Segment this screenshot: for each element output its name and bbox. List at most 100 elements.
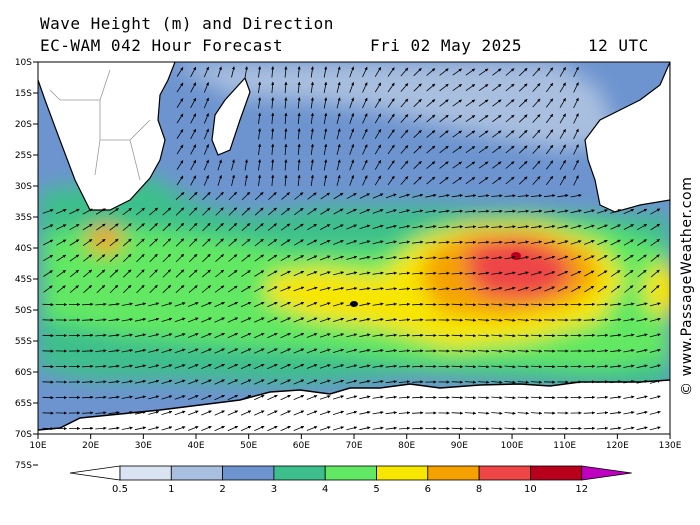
direction-arrow: [161, 379, 173, 384]
direction-arrow: [398, 224, 411, 229]
direction-arrow: [570, 255, 582, 261]
direction-arrow: [319, 395, 331, 400]
direction-arrow: [82, 349, 94, 353]
direction-arrow: [148, 333, 160, 338]
direction-arrow: [56, 285, 66, 293]
direction-arrow: [306, 239, 318, 246]
direction-arrow: [624, 285, 634, 293]
direction-arrow: [491, 209, 503, 213]
direction-arrow: [610, 380, 622, 384]
direction-arrow: [385, 255, 397, 260]
direction-arrow: [532, 114, 541, 123]
direction-arrow: [573, 82, 579, 93]
direction-arrow: [240, 425, 252, 432]
direction-arrow: [268, 192, 277, 200]
direction-arrow: [532, 67, 541, 77]
lon-label: 30E: [135, 441, 152, 451]
direction-arrow: [478, 161, 489, 169]
legend-swatch-low: [69, 465, 121, 481]
direction-arrow: [557, 194, 569, 198]
direction-arrow: [517, 396, 530, 400]
direction-arrow: [452, 83, 462, 92]
direction-arrow: [310, 128, 314, 140]
direction-arrow: [465, 161, 476, 169]
credit-watermark: © www.PassageWeather.com: [679, 176, 695, 396]
direction-arrow: [161, 410, 173, 415]
direction-arrow: [451, 318, 464, 322]
direction-arrow: [122, 223, 132, 231]
lat-label: 25S: [15, 151, 32, 161]
direction-arrow: [319, 317, 331, 323]
direction-arrow: [217, 66, 222, 78]
direction-arrow: [228, 207, 237, 216]
direction-arrow: [346, 255, 358, 260]
direction-arrow: [257, 159, 262, 171]
direction-arrow: [413, 145, 422, 154]
direction-arrow: [464, 365, 477, 369]
direction-arrow: [570, 240, 582, 245]
direction-arrow: [122, 238, 132, 247]
direction-arrow: [464, 380, 477, 384]
direction-arrow: [294, 207, 304, 216]
direction-arrow: [271, 159, 275, 171]
direction-arrow: [267, 207, 277, 216]
direction-arrow: [478, 130, 489, 138]
direction-arrow: [240, 363, 252, 370]
direction-arrow: [518, 176, 528, 185]
direction-arrow: [385, 318, 398, 322]
direction-arrow: [584, 255, 595, 261]
direction-arrow: [231, 66, 235, 78]
direction-arrow: [359, 395, 371, 400]
direction-arrow: [530, 209, 543, 213]
direction-arrow: [217, 174, 222, 186]
direction-arrow: [426, 83, 436, 92]
direction-arrow: [412, 380, 424, 384]
direction-arrow: [240, 348, 252, 354]
direction-arrow: [306, 379, 318, 385]
direction-arrow: [346, 286, 358, 291]
direction-arrow: [451, 240, 464, 244]
direction-arrow: [451, 349, 464, 353]
direction-arrow: [649, 426, 661, 431]
direction-arrow: [596, 380, 609, 384]
africa-borders: [49, 69, 151, 181]
direction-arrow: [478, 68, 489, 76]
direction-arrow: [240, 317, 252, 323]
lon-label: 20E: [82, 441, 99, 451]
direction-arrow: [491, 225, 503, 229]
direction-arrow: [69, 208, 80, 215]
direction-arrow: [284, 128, 288, 140]
direction-arrow: [412, 395, 424, 399]
direction-arrow: [544, 240, 556, 245]
direction-arrow: [346, 192, 357, 200]
direction-arrow: [135, 207, 145, 216]
direction-arrow: [425, 287, 437, 291]
direction-arrow: [451, 303, 464, 307]
direction-arrow: [623, 333, 635, 337]
direction-arrow: [545, 160, 554, 170]
direction-arrow: [231, 159, 235, 171]
direction-arrow: [149, 284, 158, 294]
direction-arrow: [451, 427, 464, 431]
direction-arrow: [190, 128, 197, 140]
direction-arrow: [557, 224, 569, 229]
direction-arrow: [267, 301, 278, 308]
direction-arrow: [306, 426, 318, 431]
direction-arrow: [464, 225, 477, 229]
direction-arrow: [385, 349, 398, 353]
direction-arrow: [597, 239, 608, 246]
direction-arrow: [95, 302, 107, 306]
direction-arrow: [271, 66, 275, 78]
direction-arrow: [134, 348, 147, 353]
direction-arrow: [254, 223, 264, 231]
direction-arrow: [188, 285, 198, 293]
direction-arrow: [148, 426, 160, 431]
direction-arrow: [108, 349, 120, 353]
direction-arrow: [398, 364, 411, 368]
direction-arrow: [478, 318, 490, 322]
direction-arrow: [122, 253, 132, 263]
direction-arrow: [254, 410, 265, 416]
direction-arrow: [174, 348, 186, 354]
direction-arrow: [202, 269, 211, 278]
direction-arrow: [584, 285, 595, 293]
